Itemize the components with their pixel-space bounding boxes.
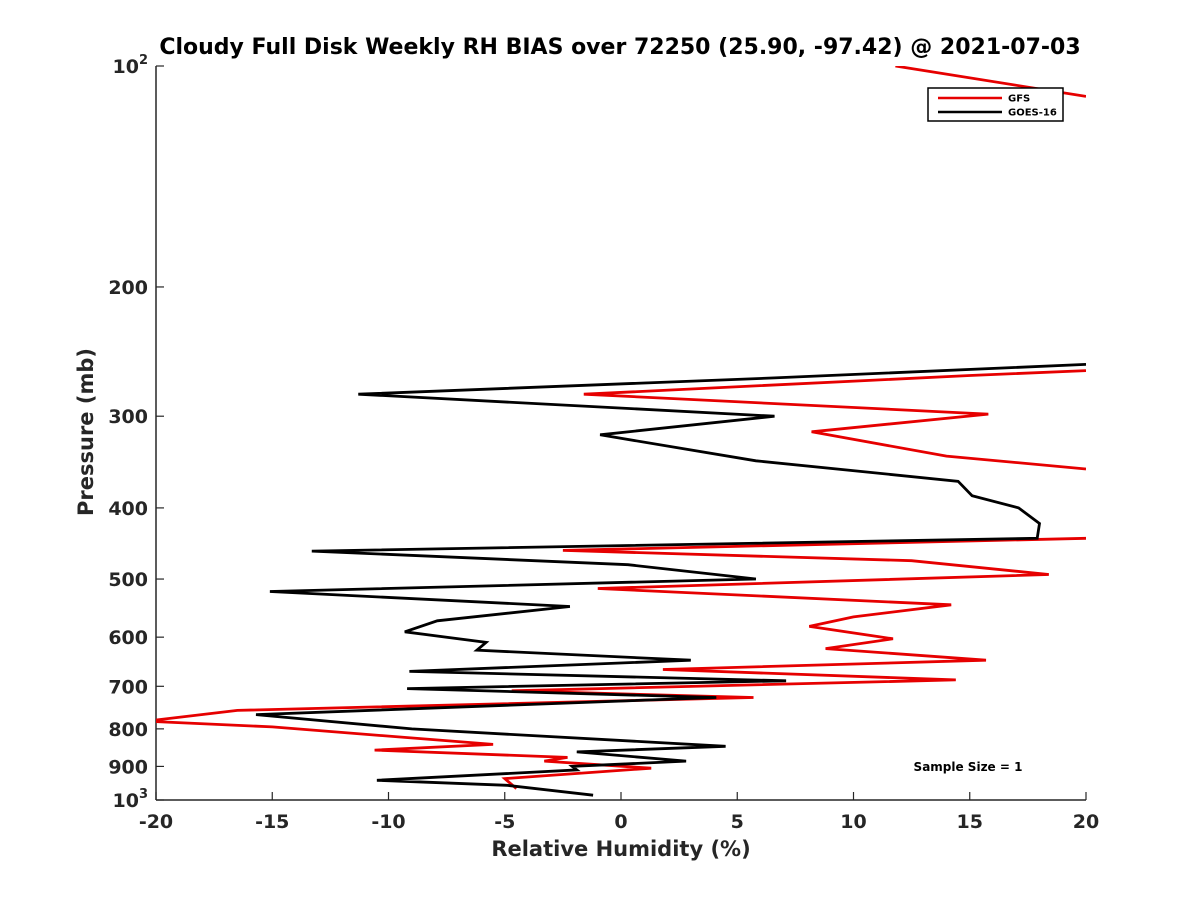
y-tick-label: 102 [113,53,149,78]
legend-label: GOES-16 [1008,108,1057,119]
x-tick-label: 20 [1073,811,1099,833]
y-tick-label: 600 [108,627,148,649]
x-tick-label: 0 [614,811,627,833]
x-tick-label: 5 [731,811,744,833]
x-tick-label: 15 [957,811,983,833]
y-tick-label: 103 [113,787,149,812]
x-tick-label: 10 [840,811,866,833]
y-tick-label: 200 [108,277,148,299]
y-tick-label: 800 [108,719,148,741]
sample-size-annotation: Sample Size = 1 [914,760,1023,774]
legend: GFS GOES-16 [927,87,1064,122]
series-line-goes-16 [255,363,1086,797]
legend-box [927,87,1064,122]
y-tick-label: 900 [108,756,148,778]
y-tick-label: 400 [108,498,148,520]
plot-area: -20 -15 -10 -5 0 5 10 15 20 102 200 300 400 500 600 700… [108,53,1099,833]
x-tick-label: -5 [494,811,515,833]
y-axis-label: Pressure (mb) [74,348,98,516]
x-tick-label: -10 [371,811,405,833]
legend-label: GFS [1008,94,1030,105]
y-tick-label: 300 [108,406,148,428]
x-tick-label: -15 [255,811,289,833]
y-tick-label: 700 [108,676,148,698]
series-line-gfs [156,66,1086,790]
y-tick-label: 500 [108,569,148,591]
x-tick-label: -20 [139,811,173,833]
chart-title: Cloudy Full Disk Weekly RH BIAS over 722… [159,35,1080,60]
x-axis-label: Relative Humidity (%) [491,837,750,861]
